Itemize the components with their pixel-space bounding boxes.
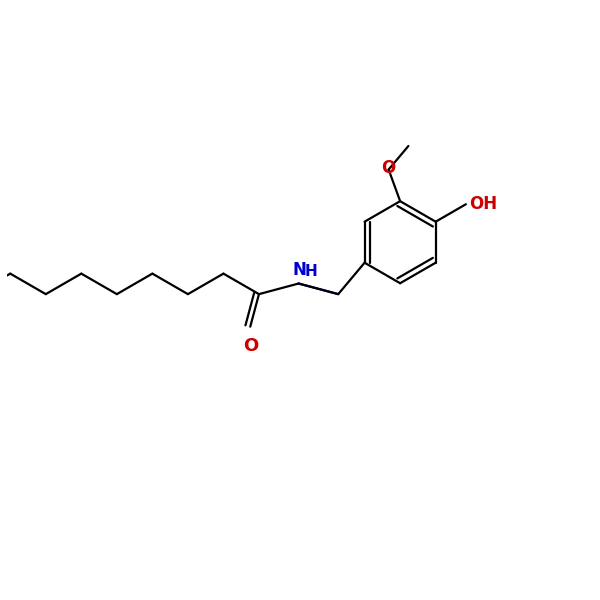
Text: OH: OH (469, 195, 497, 213)
Text: N: N (292, 262, 306, 280)
Text: O: O (242, 337, 258, 355)
Text: H: H (305, 265, 318, 280)
Text: O: O (382, 160, 396, 178)
